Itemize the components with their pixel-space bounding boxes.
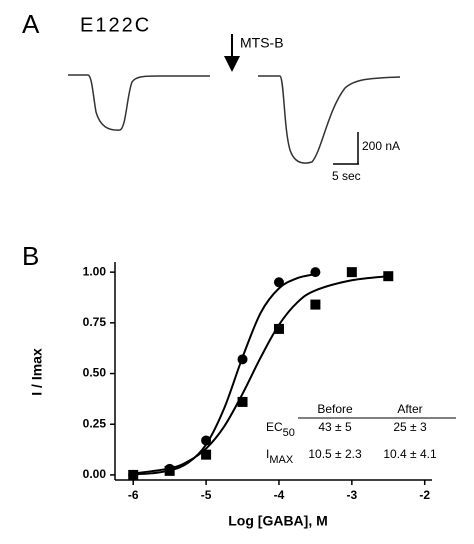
current-trace [258, 75, 401, 164]
current-trace [68, 74, 210, 131]
y-tick-label: 0.50 [83, 366, 107, 380]
data-point [310, 299, 321, 310]
data-point [164, 465, 175, 476]
table-cell: 43 ± 5 [318, 420, 352, 434]
x-tick-label: -6 [128, 488, 139, 502]
row-label-main: EC [266, 420, 283, 434]
data-point [237, 396, 248, 407]
data-point [273, 323, 284, 334]
fit-curve [133, 275, 389, 475]
row-label-sub: 50 [283, 427, 295, 439]
y-tick-label: 0.00 [83, 467, 107, 481]
data-point [201, 435, 212, 446]
fit-curve [133, 273, 316, 476]
data-point [128, 469, 139, 480]
y-tick-label: 0.75 [83, 315, 107, 329]
panel-label: B [22, 241, 39, 271]
arrow-label: MTS-B [240, 35, 284, 51]
table-header: Before [317, 402, 353, 416]
data-point [273, 277, 284, 288]
row-label: IMAX [266, 447, 294, 466]
row-label-sub: MAX [269, 454, 294, 466]
table-cell: 25 ± 3 [393, 420, 427, 434]
table-cell: 10.4 ± 4.1 [383, 447, 437, 461]
x-tick-label: -2 [419, 488, 430, 502]
data-point [346, 267, 357, 278]
row-label-main: I [266, 447, 269, 461]
y-tick-label: 0.25 [83, 416, 107, 430]
x-axis-label: Log [GABA], M [228, 513, 328, 529]
scale-time: 5 sec [332, 169, 361, 183]
table-cell: 10.5 ± 2.3 [308, 447, 362, 461]
x-tick-label: -4 [274, 488, 285, 502]
data-point [310, 267, 321, 278]
panel-label: A [22, 9, 40, 39]
data-point [383, 271, 394, 282]
data-point [237, 354, 248, 365]
table-header: After [397, 402, 422, 416]
data-point [201, 449, 212, 460]
scale-current: 200 nA [362, 139, 400, 153]
arrow-head [224, 56, 240, 72]
row-label: EC50 [266, 420, 295, 439]
y-tick-label: 1.00 [83, 264, 107, 278]
x-tick-label: -5 [201, 488, 212, 502]
x-tick-label: -3 [347, 488, 358, 502]
y-axis-label: I / Imax [29, 348, 45, 396]
trace-title: E122C [80, 14, 151, 36]
